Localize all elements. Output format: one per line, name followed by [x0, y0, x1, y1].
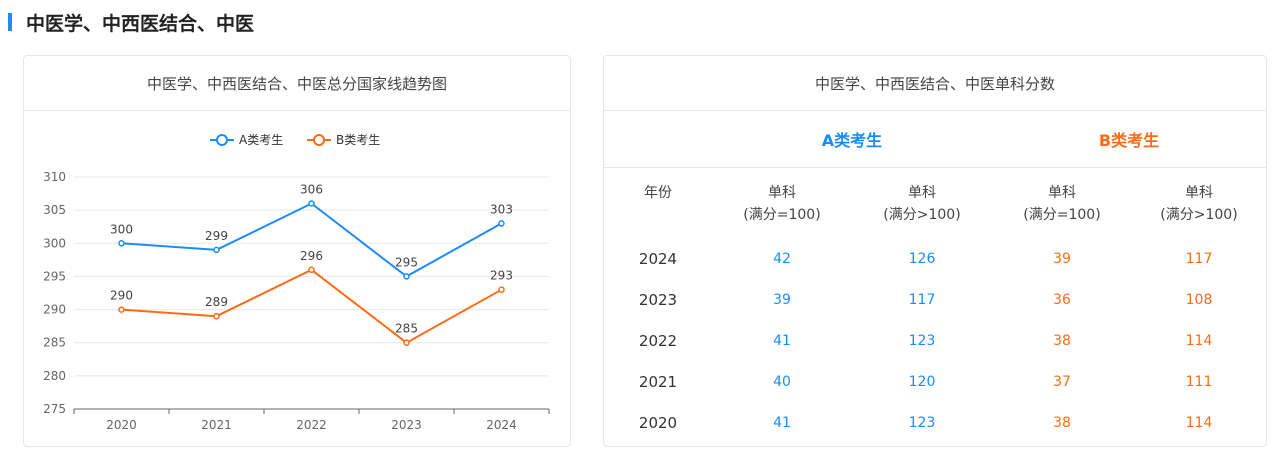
data-point	[403, 339, 410, 346]
data-point	[498, 286, 505, 293]
cell-a1: 40	[773, 373, 791, 390]
data-point	[308, 266, 315, 274]
cell-a1: 39	[773, 291, 791, 308]
group-a-label: A类考生	[821, 131, 883, 150]
y-tick-label: 305	[43, 203, 66, 217]
legend-label: B类考生	[336, 133, 380, 147]
data-point	[403, 273, 410, 280]
data-label: 285	[395, 322, 418, 336]
legend-marker	[216, 134, 228, 146]
cell-b2: 108	[1185, 291, 1213, 308]
cell-b2: 114	[1185, 332, 1213, 349]
score-table: 年份 单科 (满分=100) 单科 (满分>100) 单科 (满分=100) 单科 (满…	[604, 168, 1266, 443]
data-point	[213, 312, 220, 320]
cell-a2: 123	[908, 332, 936, 349]
table-header-row: 年份 单科 (满分=100) 单科 (满分>100) 单科 (满分=100) 单科 (满…	[604, 168, 1266, 238]
y-tick-label: 310	[43, 170, 66, 184]
header-b-single-gt100: 单科 (满分>100)	[1160, 185, 1238, 223]
section-header: 中医学、中西医结合、中医	[8, 8, 254, 36]
y-tick-label: 300	[43, 236, 66, 250]
data-label: 306	[300, 183, 323, 197]
data-point	[213, 246, 220, 254]
series-line	[121, 202, 502, 278]
cell-a2: 126	[908, 250, 936, 267]
data-point	[308, 200, 315, 207]
y-tick-label: 295	[43, 269, 66, 283]
cell-year: 2021	[638, 372, 678, 391]
x-tick-label: 2022	[296, 418, 327, 432]
data-label: 289	[205, 295, 228, 309]
y-tick-label: 275	[43, 402, 66, 416]
x-tick-label: 2020	[106, 418, 137, 432]
single-subject-card: 中医学、中西医结合、中医单科分数 A类考生 B类考生 年份 单科 (满分=100)…	[603, 55, 1267, 447]
y-tick-label: 290	[43, 303, 66, 317]
table-row: 2022 41 123 38 114	[604, 320, 1266, 361]
cell-a2: 123	[908, 414, 936, 431]
cell-year: 2022	[638, 331, 678, 350]
table-row: 2023 39 117 36 108	[604, 279, 1266, 320]
trend-chart-card: 中医学、中西医结合、中医总分国家线趋势图 275 280 285 290 295 300 3…	[23, 55, 571, 447]
cell-a2: 117	[908, 291, 936, 308]
data-label: 299	[205, 229, 228, 243]
data-point	[498, 220, 505, 227]
cell-b2: 117	[1185, 250, 1213, 267]
single-subject-title: 中医学、中西医结合、中医单科分数	[604, 56, 1266, 111]
trend-chart-title: 中医学、中西医结合、中医总分国家线趋势图	[24, 56, 570, 111]
data-label: 295	[395, 255, 418, 269]
cell-b1: 37	[1053, 373, 1071, 390]
cell-a1: 41	[773, 332, 791, 349]
data-label: 290	[110, 289, 133, 303]
header-year: 年份	[644, 185, 672, 201]
data-label: 303	[490, 202, 513, 216]
cell-b1: 36	[1053, 291, 1071, 308]
header-a-single-100: 单科 (满分=100)	[743, 185, 821, 223]
cell-year: 2020	[638, 413, 678, 432]
cell-year: 2024	[638, 249, 678, 268]
y-tick-label: 280	[43, 369, 66, 383]
cell-year: 2023	[638, 290, 678, 309]
cell-b2: 111	[1185, 373, 1213, 390]
cell-b1: 38	[1053, 414, 1071, 431]
cell-a2: 120	[908, 373, 936, 390]
cell-b1: 39	[1053, 250, 1071, 267]
header-b-single-100: 单科 (满分=100)	[1023, 185, 1101, 223]
group-b-label: B类考生	[1098, 131, 1160, 150]
section-title: 中医学、中西医结合、中医	[26, 12, 255, 35]
cell-a1: 41	[773, 414, 791, 431]
section-accent-bar	[8, 13, 12, 31]
group-header-row: A类考生 B类考生	[604, 111, 1266, 168]
x-tick-label: 2024	[486, 418, 517, 432]
legend-marker	[313, 134, 325, 146]
table-row: 2021 40 120 37 111	[604, 361, 1266, 402]
table-row: 2020 41 123 38 114	[604, 402, 1266, 443]
y-tick-label: 285	[43, 336, 66, 350]
x-tick-label: 2021	[201, 418, 232, 432]
data-point	[118, 240, 125, 247]
cell-b1: 38	[1053, 332, 1071, 349]
data-label: 300	[110, 222, 133, 236]
x-tick-label: 2023	[391, 418, 422, 432]
data-point	[118, 306, 125, 313]
header-a-single-gt100: 单科 (满分>100)	[883, 185, 961, 223]
data-label: 296	[300, 249, 323, 263]
data-label: 293	[490, 269, 513, 283]
trend-line-chart: 275 280 285 290 295 300 305 310 2020 2021 2022 2023…	[43, 133, 550, 432]
cell-a1: 42	[773, 250, 791, 267]
table-row: 2024 42 126 39 117	[604, 238, 1266, 279]
series-line	[121, 268, 502, 344]
legend-label: A类考生	[239, 133, 283, 147]
cell-b2: 114	[1185, 414, 1213, 431]
